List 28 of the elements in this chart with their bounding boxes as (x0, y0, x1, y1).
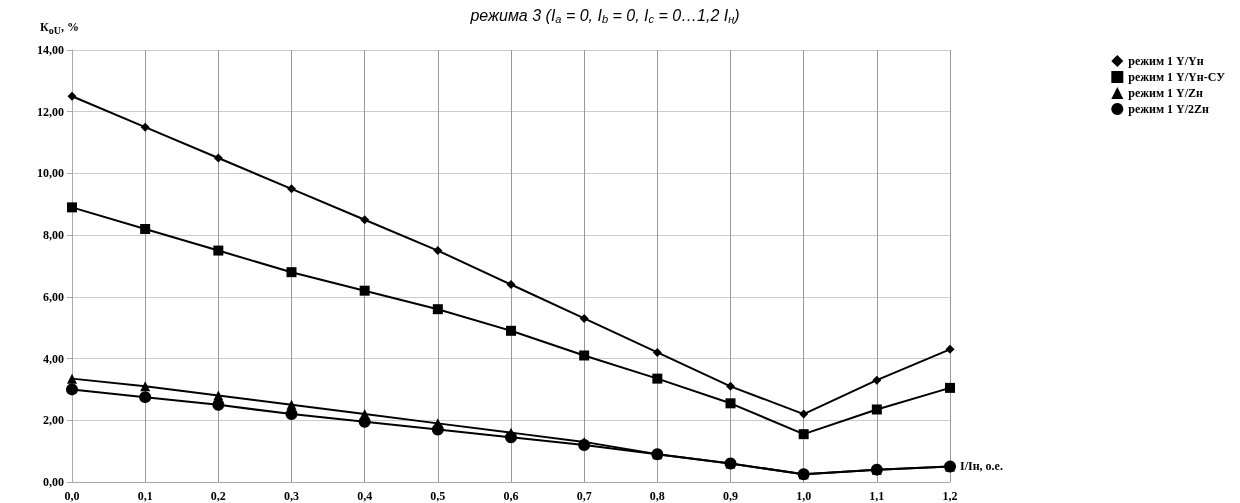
y-axis-title: К$_{оU}$, % (40, 20, 79, 37)
y-tick-label: 0,00 (43, 475, 64, 489)
legend-label: режим 1 Y/Yн (1128, 54, 1204, 68)
y-tick-label: 10,00 (37, 166, 64, 181)
y-tick-label: 2,00 (43, 413, 64, 428)
y-tick-label: 6,00 (43, 289, 64, 304)
y-tick-label: 4,00 (43, 351, 64, 366)
x-tick-label: 1,2 (942, 489, 958, 503)
x-tick-label: 0,3 (284, 489, 299, 503)
x-tick-label: 0,1 (137, 489, 153, 503)
x-tick-label: 0,6 (503, 489, 519, 503)
x-tick-label: 0,4 (357, 489, 373, 503)
x-tick-label: 0,2 (210, 489, 226, 503)
y-tick-label: 14,00 (37, 43, 64, 57)
x-tick-label: 0,9 (723, 489, 738, 503)
legend-label: режим 1 Y/Yн-СУ (1128, 70, 1226, 84)
chart-title: режима 3 (Ia = 0, Ib = 0, Ic = 0…1,2 Iн) (470, 7, 740, 25)
y-tick-label: 12,00 (37, 104, 64, 119)
x-axis-title: I/Iн, о.е. (960, 459, 1003, 473)
x-tick-label: 0,7 (576, 489, 592, 503)
x-tick-label: 0,5 (430, 489, 446, 503)
legend-label: режим 1 Y/Zн (1128, 86, 1204, 100)
x-tick-label: 0,0 (64, 489, 80, 503)
legend-label: режим 1 Y/2Zн (1128, 102, 1210, 116)
x-tick-label: 1,1 (869, 489, 885, 503)
y-tick-label: 8,00 (43, 228, 64, 243)
x-tick-label: 0,8 (649, 489, 665, 503)
x-tick-label: 1,0 (796, 489, 812, 503)
